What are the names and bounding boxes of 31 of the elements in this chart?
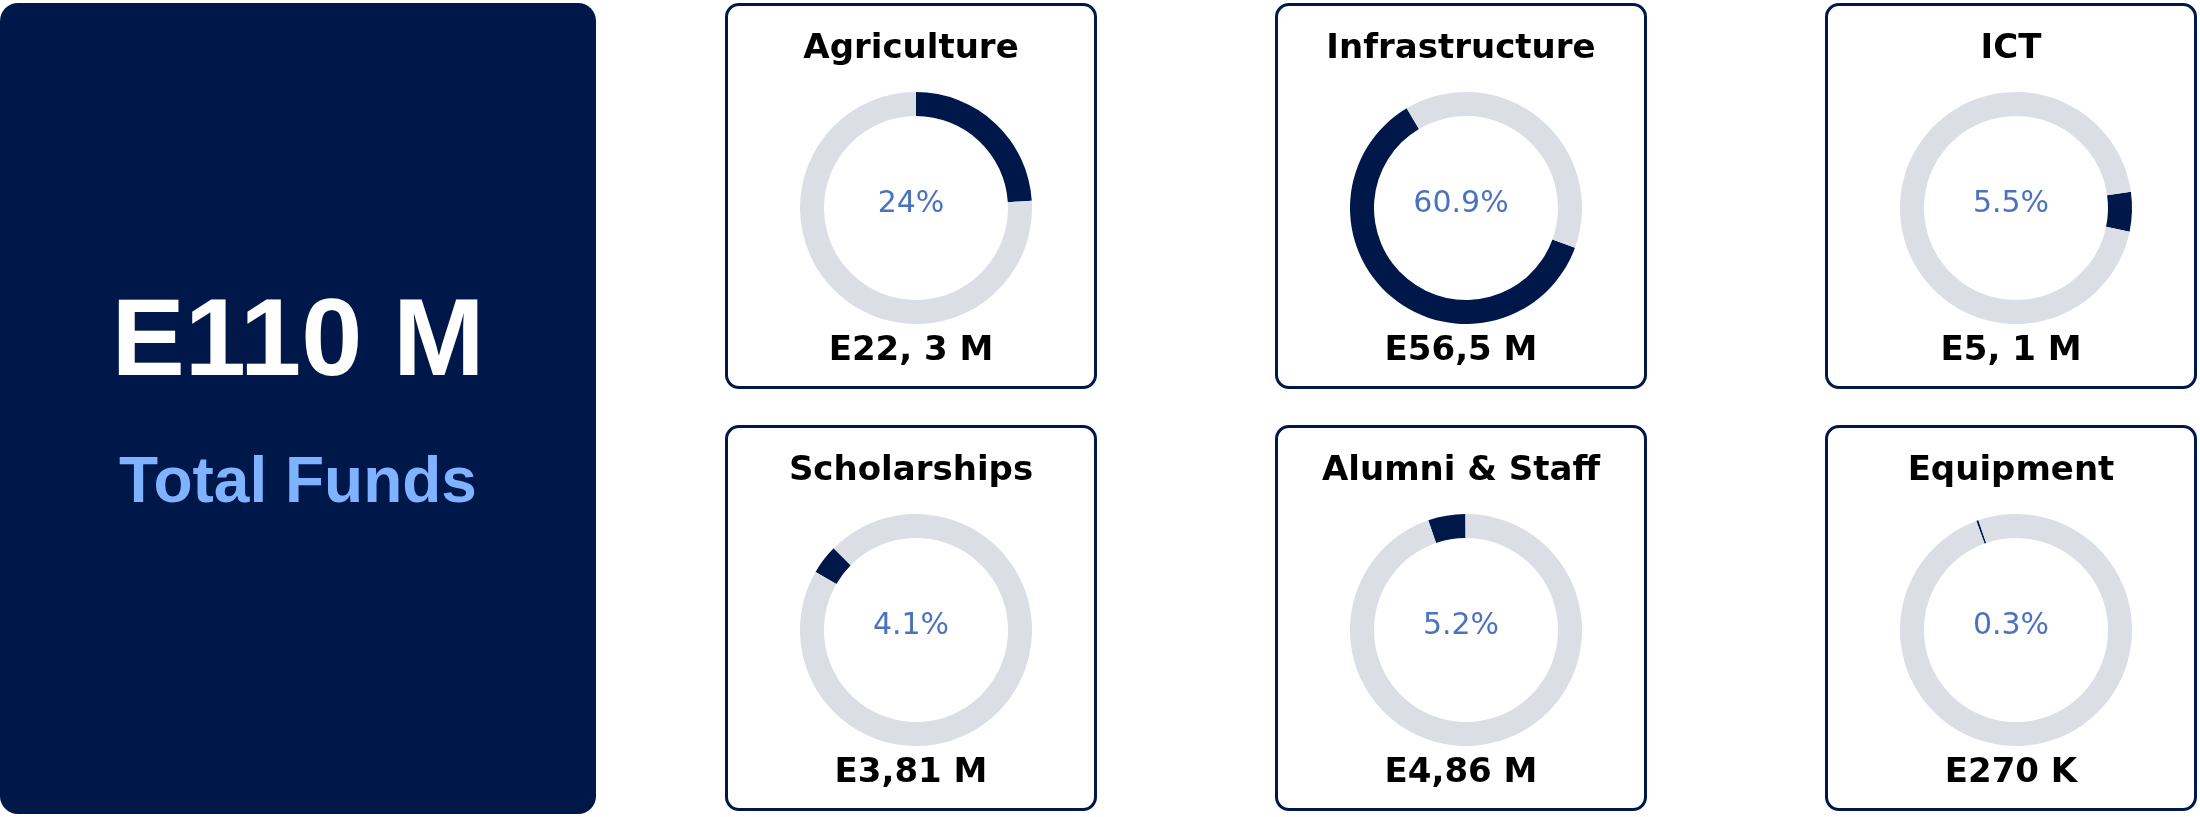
donut-slice	[800, 92, 1032, 324]
donut-slice	[1900, 92, 2131, 324]
text: E5, 1 M	[1939, 328, 2083, 368]
text: 5.2%	[1421, 606, 1501, 641]
donut-slice	[1976, 520, 1987, 544]
text: Total Funds	[118, 443, 478, 517]
text: E22, 3 M	[827, 328, 995, 368]
donut-slice	[1406, 92, 1582, 248]
donut-slice	[1428, 514, 1466, 544]
chart-title: Agriculture	[802, 26, 1020, 66]
chart-title: ICT	[1979, 26, 2043, 66]
text: 60.9%	[1412, 184, 1510, 219]
text: 5.5%	[1971, 184, 2051, 219]
chart-title: Infrastructure	[1325, 26, 1597, 66]
chart-title: Scholarships	[787, 448, 1035, 488]
text: E270 K	[1943, 750, 2079, 790]
text: E110 M	[110, 274, 486, 400]
text: 0.3%	[1971, 606, 2051, 641]
text: E3,81 M	[833, 750, 989, 790]
donut-slice	[2106, 191, 2132, 232]
donut-slice	[800, 514, 1032, 746]
donut-slice	[1350, 514, 1582, 746]
text: E56,5 M	[1383, 328, 1539, 368]
donut-slice	[1900, 514, 2132, 746]
donut-slice	[1350, 108, 1575, 324]
text: E4,86 M	[1383, 750, 1539, 790]
chart-title: Alumni & Staff	[1321, 448, 1602, 488]
donut-slice	[815, 548, 851, 584]
chart-title: Equipment	[1906, 448, 2116, 488]
text: 24%	[876, 184, 946, 219]
text: 4.1%	[871, 606, 951, 641]
